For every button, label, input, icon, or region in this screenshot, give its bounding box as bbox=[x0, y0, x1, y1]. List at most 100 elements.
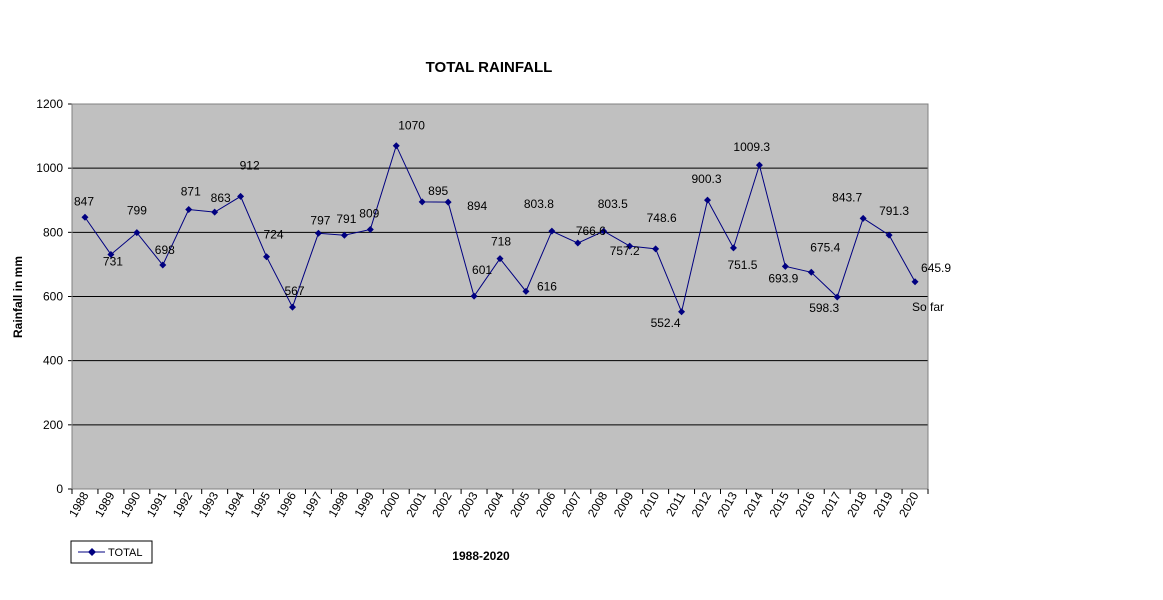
x-tick-label: 1999 bbox=[351, 489, 377, 519]
data-point bbox=[340, 231, 348, 239]
y-tick-label: 400 bbox=[43, 354, 63, 368]
data-label: 731 bbox=[103, 254, 123, 268]
legend-label-total: TOTAL bbox=[108, 547, 142, 559]
data-point bbox=[392, 142, 400, 150]
x-tick-label: 2017 bbox=[818, 489, 844, 519]
x-tick-label: 2002 bbox=[429, 489, 455, 519]
data-point bbox=[314, 229, 322, 237]
y-tick-label: 1000 bbox=[36, 161, 63, 175]
x-tick-label: 2014 bbox=[741, 489, 767, 519]
data-label: 894 bbox=[467, 199, 487, 213]
x-tick-label: 1988 bbox=[66, 489, 92, 519]
axes bbox=[68, 103, 929, 494]
x-tick-label: 2019 bbox=[870, 489, 896, 519]
x-tick-label: 2001 bbox=[403, 489, 429, 519]
data-point bbox=[418, 198, 426, 206]
data-point bbox=[185, 206, 193, 214]
x-tick-label: 1996 bbox=[274, 489, 300, 519]
data-point bbox=[107, 250, 115, 258]
y-tick-label: 200 bbox=[43, 418, 63, 432]
data-label: 757.2 bbox=[610, 244, 640, 258]
data-point bbox=[237, 192, 245, 200]
data-label: 809 bbox=[359, 206, 379, 220]
data-label: 843.7 bbox=[832, 190, 862, 204]
y-tick-labels: 0 200 400 600 800 1000 1200 bbox=[36, 97, 63, 496]
data-labels: 847 731 799 698 871 863 912 724 567 797 791 809 1070… bbox=[74, 119, 951, 330]
data-point bbox=[833, 293, 841, 301]
y-axis-title: Rainfall in mm bbox=[11, 256, 25, 338]
x-tick-label: 1994 bbox=[222, 489, 248, 519]
data-label: 645.9 bbox=[921, 261, 951, 275]
series-markers bbox=[81, 142, 919, 316]
data-point bbox=[574, 239, 582, 247]
data-point bbox=[366, 225, 374, 233]
data-label: 766.6 bbox=[576, 224, 606, 238]
data-point bbox=[159, 261, 167, 269]
data-point bbox=[444, 198, 452, 206]
data-point bbox=[807, 268, 815, 276]
data-label: 751.5 bbox=[727, 258, 757, 272]
data-label: 598.3 bbox=[809, 301, 839, 315]
data-label: 803.5 bbox=[598, 197, 628, 211]
data-point bbox=[470, 292, 478, 300]
data-label: 871 bbox=[181, 185, 201, 199]
x-tick-label: 2018 bbox=[844, 489, 870, 519]
data-label: 1009.3 bbox=[733, 140, 770, 154]
x-tick-label: 1990 bbox=[118, 489, 144, 519]
data-point bbox=[263, 253, 271, 261]
data-point bbox=[626, 242, 634, 250]
data-label: 797 bbox=[310, 213, 330, 227]
x-tick-label: 2012 bbox=[689, 489, 715, 519]
data-label: 791 bbox=[336, 212, 356, 226]
data-label: 601 bbox=[472, 263, 492, 277]
data-point bbox=[522, 287, 530, 295]
data-label: 803.8 bbox=[524, 197, 554, 211]
x-tick-label: 2013 bbox=[715, 489, 741, 519]
data-point bbox=[81, 213, 89, 221]
data-point bbox=[911, 278, 919, 286]
data-label: 900.3 bbox=[692, 172, 722, 186]
x-tick-label: 1989 bbox=[92, 489, 118, 519]
x-tick-label: 2004 bbox=[481, 489, 507, 519]
data-label: 847 bbox=[74, 194, 94, 208]
x-tick-label: 2011 bbox=[663, 489, 688, 519]
data-point bbox=[211, 208, 219, 216]
x-tick-label: 2020 bbox=[896, 489, 922, 519]
y-tick-label: 600 bbox=[43, 290, 63, 304]
data-point bbox=[133, 229, 141, 237]
y-tick-label: 800 bbox=[43, 225, 63, 239]
data-label: 1070 bbox=[398, 119, 425, 133]
data-label: 675.4 bbox=[810, 240, 840, 254]
data-point bbox=[678, 308, 686, 316]
data-label: 567 bbox=[284, 284, 304, 298]
data-point bbox=[704, 196, 712, 204]
data-label: 693.9 bbox=[768, 271, 798, 285]
legend-marker bbox=[88, 548, 96, 556]
data-label: 895 bbox=[428, 184, 448, 198]
data-point bbox=[600, 227, 608, 235]
x-tick-label: 2016 bbox=[792, 489, 818, 519]
x-tick-label: 2009 bbox=[611, 489, 637, 519]
x-tick-label: 2000 bbox=[377, 489, 403, 519]
x-tick-label: 1993 bbox=[196, 489, 222, 519]
chart-title: TOTAL RAINFALL bbox=[426, 59, 553, 76]
data-point bbox=[781, 262, 789, 270]
data-label: 748.6 bbox=[647, 211, 677, 225]
legend-box bbox=[70, 540, 153, 564]
data-label: 863 bbox=[211, 191, 231, 205]
data-point bbox=[288, 303, 296, 311]
x-axis-title: 1988-2020 bbox=[452, 549, 510, 563]
x-tick-label: 1991 bbox=[144, 489, 170, 519]
data-label: 791.3 bbox=[879, 204, 909, 218]
plot-border bbox=[71, 103, 929, 490]
x-tick-labels: 1988 1989 1990 1991 1992 1993 1994 1995 1996 1997… bbox=[66, 489, 922, 519]
data-point bbox=[885, 231, 893, 239]
x-tick-label: 1997 bbox=[300, 489, 326, 519]
data-point bbox=[548, 227, 556, 235]
y-tick-label: 1200 bbox=[36, 97, 63, 111]
y-tick-label: 0 bbox=[56, 482, 63, 496]
data-label: 616 bbox=[537, 279, 557, 293]
data-label: 912 bbox=[240, 158, 260, 172]
data-point bbox=[859, 214, 867, 222]
